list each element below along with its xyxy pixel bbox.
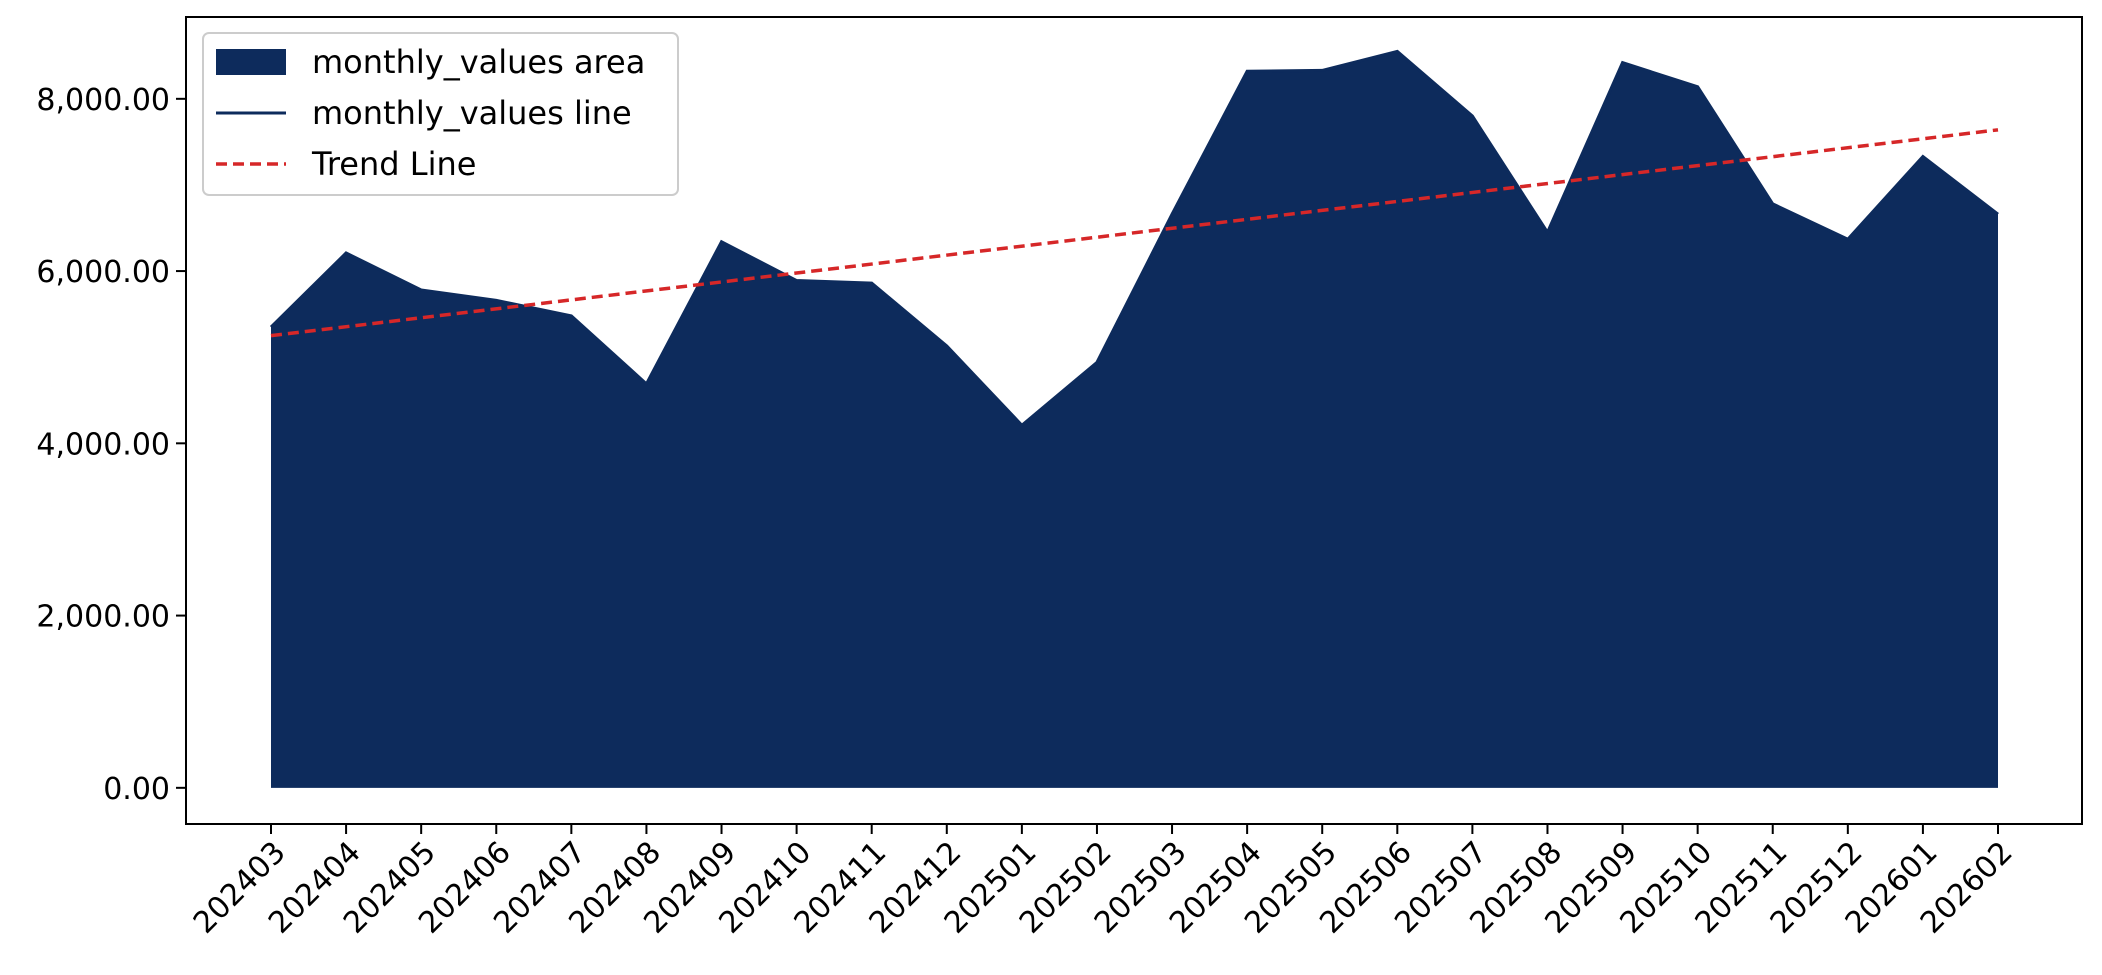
- x-axis: 2024032024042024052024062024072024082024…: [187, 824, 2020, 941]
- y-tick-label: 0.00: [103, 772, 170, 807]
- legend-box: [202, 32, 679, 196]
- legend-swatch-area: [216, 49, 286, 75]
- plot-layer: [269, 49, 1999, 788]
- area-fill: [271, 51, 1998, 788]
- plot-frame: [185, 16, 2083, 825]
- legend: monthly_values area monthly_values line Tr…: [202, 32, 679, 196]
- legend-label-area: monthly_values area: [312, 43, 645, 81]
- y-tick-label: 6,000.00: [36, 255, 170, 290]
- y-axis: 0.00 2,000.00 4,000.00 6,000.00 8,000.00: [36, 83, 186, 807]
- legend-label-trend: Trend Line: [311, 145, 476, 183]
- legend-label-line: monthly_values line: [312, 94, 632, 132]
- series-line: [269, 49, 1999, 428]
- trend-line: [270, 128, 1999, 338]
- y-tick-label: 2,000.00: [36, 600, 170, 635]
- y-tick-label: 4,000.00: [36, 427, 170, 462]
- y-tick-label: 8,000.00: [36, 83, 170, 118]
